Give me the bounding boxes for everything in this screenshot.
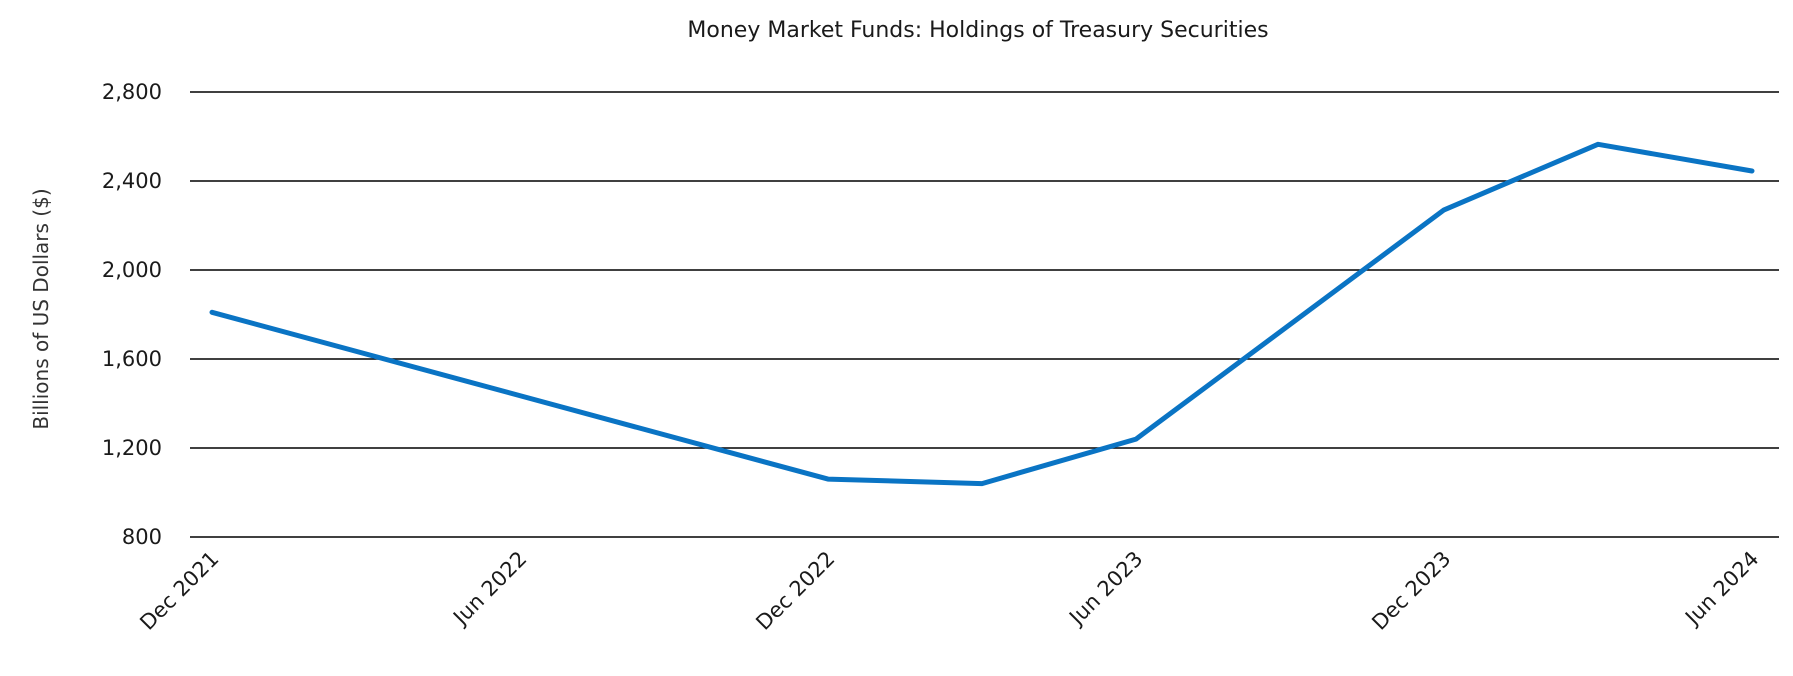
x-tick-label: Jun 2023 bbox=[1063, 547, 1147, 631]
y-tick-label: 1,200 bbox=[102, 436, 162, 460]
y-tick-label: 1,600 bbox=[102, 347, 162, 371]
y-axis-label: Billions of US Dollars ($) bbox=[29, 188, 53, 429]
series-layer bbox=[209, 141, 1755, 487]
gridlines bbox=[190, 91, 1779, 538]
y-tick-label: 2,800 bbox=[102, 80, 162, 104]
x-axis-ticks: Dec 2021 Jun 2022 Dec 2022 Jun 2023 Dec 2023… bbox=[135, 547, 1763, 635]
x-tick-label: Dec 2021 bbox=[135, 547, 223, 635]
y-tick-label: 800 bbox=[122, 525, 162, 549]
y-tick-label: 2,000 bbox=[102, 258, 162, 282]
x-tick-label: Dec 2023 bbox=[1367, 547, 1455, 635]
y-axis-ticks: 800 1,200 1,600 2,000 2,400 2,800 bbox=[102, 80, 162, 549]
x-tick-label: Jun 2024 bbox=[1679, 547, 1763, 631]
y-tick-label: 2,400 bbox=[102, 169, 162, 193]
chart-title: Money Market Funds: Holdings of Treasury… bbox=[687, 18, 1268, 43]
x-tick-label: Dec 2022 bbox=[751, 547, 839, 635]
x-tick-label: Jun 2022 bbox=[447, 547, 531, 631]
series-line bbox=[209, 141, 1755, 487]
